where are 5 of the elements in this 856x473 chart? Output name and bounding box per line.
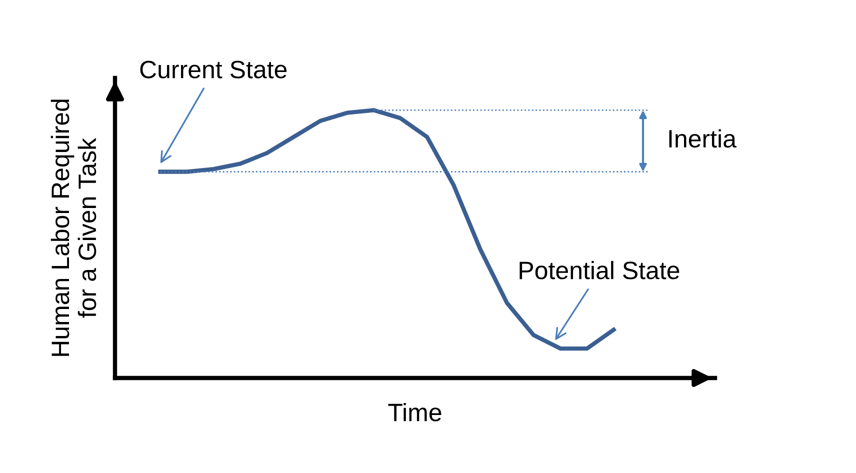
- y-axis-title: Human Labor Required for a Given Task: [50, 100, 96, 356]
- text: Current State: [140, 60, 287, 78]
- text: Inertia: [669, 129, 736, 148]
- x-axis-title: Time: [388, 403, 442, 422]
- annotation: Potential State: [520, 260, 680, 280]
